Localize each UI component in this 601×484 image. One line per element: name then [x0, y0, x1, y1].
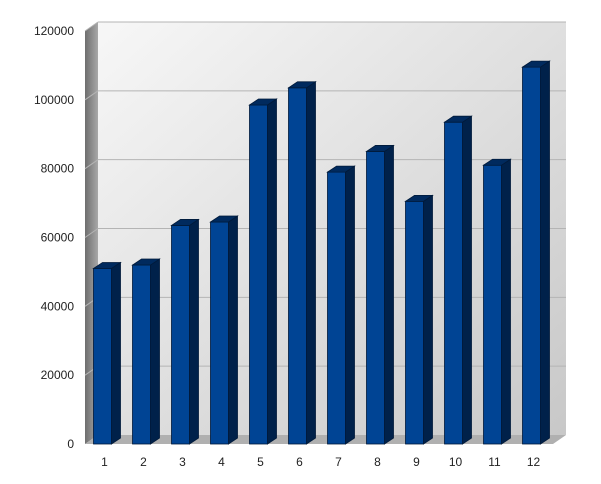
bar-front [210, 221, 229, 445]
bar-top [521, 60, 551, 68]
bar-front [288, 87, 307, 445]
bar-side [150, 258, 160, 445]
bar-top [443, 115, 473, 123]
y-tick-label: 0 [67, 437, 74, 451]
x-tick-label: 12 [527, 455, 541, 469]
y-tick-label: 80000 [41, 162, 75, 176]
y-tick-label: 40000 [41, 299, 75, 313]
x-tick-label: 6 [296, 455, 303, 469]
x-tick-label: 10 [449, 455, 463, 469]
bar-top [287, 81, 317, 89]
x-tick-label: 7 [335, 455, 342, 469]
x-tick-label: 1 [101, 455, 108, 469]
bar-top [404, 194, 434, 202]
bar-front [522, 66, 541, 445]
bar-side [189, 218, 199, 445]
bar [482, 158, 512, 445]
bar-top [131, 258, 161, 266]
bar-top [482, 158, 512, 166]
bar [365, 144, 395, 445]
bar-top [365, 145, 395, 152]
bar-front [171, 225, 190, 445]
bar-side [501, 158, 511, 445]
bar-top [92, 262, 122, 269]
bar [170, 218, 200, 445]
bar-front [249, 104, 268, 445]
y-gridline-side [84, 21, 99, 32]
bar-side [228, 215, 238, 445]
bar [326, 165, 356, 445]
x-tick-label: 4 [218, 455, 225, 469]
x-tick-label: 9 [413, 455, 420, 469]
bar-top [248, 98, 278, 106]
x-tick-label: 3 [179, 455, 186, 469]
bar [131, 258, 161, 445]
bar-side [306, 81, 316, 445]
bar-front [132, 264, 151, 445]
bar [209, 215, 239, 445]
bar-front [405, 200, 424, 445]
bar [443, 115, 473, 445]
bar-top [326, 165, 356, 173]
bar-front [366, 151, 385, 445]
bar-side [540, 60, 550, 445]
bar-side [462, 115, 472, 445]
y-gridline-side [84, 228, 99, 238]
x-tick-label: 8 [374, 455, 381, 469]
bar-front [483, 164, 502, 445]
y-gridline-side [84, 90, 99, 101]
y-gridline-side [84, 159, 99, 170]
x-tick-label: 2 [140, 455, 147, 469]
bar-side [345, 165, 355, 445]
bar-front [444, 121, 463, 445]
y-tick-label: 60000 [41, 231, 75, 245]
bar-side [384, 144, 394, 445]
bar-side [111, 261, 121, 445]
bar [92, 261, 122, 445]
y-tick-label: 100000 [34, 93, 74, 107]
bar-side [267, 98, 277, 445]
x-tick-label: 11 [488, 455, 501, 469]
bar [248, 98, 278, 445]
bar [404, 194, 434, 445]
bar [521, 60, 551, 445]
x-tick-label: 5 [257, 455, 264, 469]
bar [287, 81, 317, 445]
bar-top [209, 215, 239, 223]
y-tick-label: 120000 [34, 24, 74, 38]
bar-side [423, 194, 433, 445]
bar-front [93, 268, 112, 445]
bar-front [327, 171, 346, 445]
y-tick-label: 20000 [41, 368, 75, 382]
bar-top [170, 219, 200, 226]
